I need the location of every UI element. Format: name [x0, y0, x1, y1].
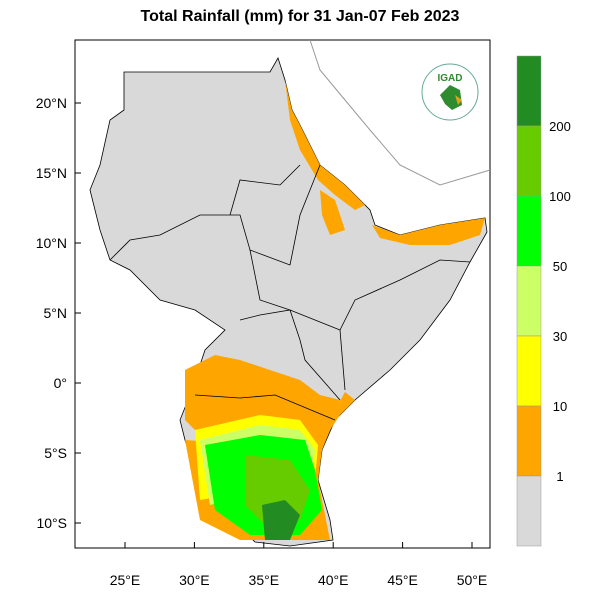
legend-level-label: 30 [553, 329, 567, 344]
legend-swatch [516, 405, 542, 477]
legend-swatch [516, 475, 542, 547]
country-borders [109, 164, 471, 421]
rain-1-10-ethiopia [320, 190, 345, 235]
legend-level-label: 10 [553, 399, 567, 414]
x-tick-label: 35°E [249, 572, 280, 588]
y-tick-label: 10°S [36, 515, 67, 531]
legend-swatch [516, 335, 542, 407]
y-tick-label: 0° [54, 375, 67, 391]
x-tick-label: 45°E [387, 572, 418, 588]
map-title: Total Rainfall (mm) for 31 Jan-07 Feb 20… [140, 8, 460, 25]
y-tick-label: 10°N [36, 235, 67, 251]
legend-level-label: 200 [549, 119, 571, 134]
legend-swatch [516, 55, 542, 127]
igad-logo: IGAD [421, 63, 479, 121]
logo-text: IGAD [438, 73, 463, 84]
legend-level-label: 100 [549, 189, 571, 204]
y-tick-label: 5°N [44, 305, 68, 321]
rainfall-shading [185, 80, 485, 540]
colorbar-legend: 1 10 30 50 100 200 [516, 55, 571, 547]
rain-1-10-redsea-coast [285, 80, 365, 210]
x-tick-label: 30°E [179, 572, 210, 588]
arabian-coastline [309, 39, 491, 186]
y-tick-label: 20°N [36, 95, 67, 111]
x-tick-label: 40°E [318, 572, 349, 588]
y-tick-label: 5°S [44, 445, 67, 461]
legend-swatch [516, 125, 542, 197]
legend-swatch [516, 265, 542, 337]
x-tick-label: 50°E [457, 572, 488, 588]
rain-1-10-somalia-north [372, 218, 485, 245]
legend-level-label: 1 [556, 469, 563, 484]
legend-swatch [516, 195, 542, 267]
legend-level-label: 50 [553, 259, 567, 274]
x-tick-label: 25°E [110, 572, 141, 588]
y-tick-label: 15°N [36, 165, 67, 181]
rain-1-10-kenya-coast [330, 392, 355, 430]
rain-over-200 [262, 500, 300, 540]
map-axes: 25°E 30°E 35°E 40°E 45°E 50°E 20°N 15°N 10°N 5°N 0… [36, 95, 488, 588]
